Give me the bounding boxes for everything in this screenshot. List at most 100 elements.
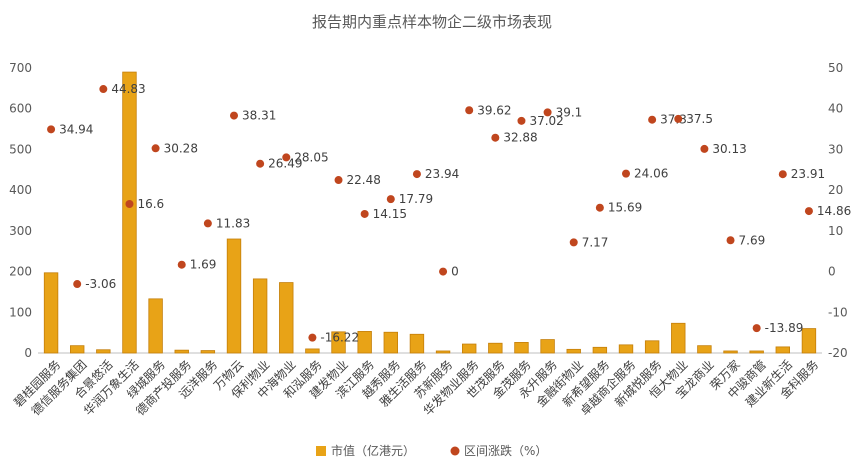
data-label: -16.22 [320,331,359,345]
scatter-point [73,280,82,289]
bar [592,346,608,354]
bar [618,344,634,354]
bar [514,342,529,354]
data-label: 37.5 [686,112,713,126]
data-label: 26.49 [268,157,302,171]
y-right-tick-label: 0 [828,265,836,279]
y-left-tick-label: 0 [24,346,32,360]
data-label: 30.13 [712,142,746,156]
data-label: 23.91 [791,167,825,181]
data-label: 32.88 [503,131,537,145]
data-label: 24.06 [634,167,668,181]
legend-bar-label: 市值（亿港元） [331,443,415,458]
bar [305,348,320,354]
scatter-point [177,260,186,269]
data-label: 37.02 [529,114,563,128]
scatter-point [256,159,265,168]
data-label: -3.06 [85,277,116,291]
bar [174,349,189,354]
data-label: 28.05 [294,150,328,164]
scatter-point [517,116,526,125]
bar [697,345,712,354]
data-label: 44.83 [111,82,145,96]
data-label: 16.6 [137,197,164,211]
scatter-point [569,238,578,247]
scatter-point [230,111,238,120]
chart-title: 报告期内重点样本物企二级市场表现 [312,13,552,31]
y-left-tick-label: 700 [9,61,32,75]
bar [70,345,85,354]
scatter-point [700,144,709,153]
data-label: 23.94 [425,167,459,181]
bar [279,282,294,354]
bar [723,350,738,354]
scatter-point [752,324,761,333]
data-label: 37.3 [660,113,687,127]
y-left-tick-label: 400 [9,183,32,197]
data-label: 7.17 [582,235,609,249]
scatter-point [412,170,421,179]
scatter-point [726,236,735,245]
legend-dot-label: 区间涨跌（%） [464,443,547,458]
scatter-point [543,108,552,117]
scatter-point [778,170,787,179]
bar [540,339,555,354]
scatter-point [203,219,212,228]
scatter-point [648,115,657,124]
category-labels: 碧桂园服务德信服务集团合景悠活华润万象生活绿城服务德商产投服务远洋服务万物云保利… [10,357,821,419]
data-label: 0 [451,265,459,279]
y-left-tick-label: 300 [9,224,32,238]
bar [462,343,477,354]
bar [775,346,790,354]
y-right-tick-label: 30 [828,142,843,156]
bar [801,328,817,354]
data-label: 39.62 [477,103,511,117]
bar [644,340,660,354]
data-label: 39.1 [556,105,583,119]
bar [357,331,372,354]
scatter-point [465,106,474,115]
scatter-point [386,195,395,204]
axes: 0 100 200 300 400 500 600 700 -20 -10 0 10 20 30 40 50 [9,61,848,360]
scatter-point [334,176,343,185]
bar [96,349,111,354]
scatter-point [125,199,134,208]
scatter-point [47,125,56,134]
data-label: 30.28 [164,141,198,155]
bar [43,272,59,354]
y-left-tick-label: 600 [9,102,32,116]
bar [671,322,686,354]
data-label: 1.69 [190,258,217,272]
y-left-tick-label: 500 [9,142,32,156]
bar [226,238,242,354]
y-right-tick-label: -20 [828,346,848,360]
y-right-tick-label: 40 [828,102,843,116]
data-label: 34.94 [59,122,93,136]
scatter-point [804,207,813,216]
bar [566,348,581,354]
data-label: 15.69 [608,201,642,215]
data-label: 7.69 [739,233,766,247]
legend: 市值（亿港元） 区间涨跌（%） [316,443,547,458]
y-right-tick-label: 10 [828,224,843,238]
data-label: 14.86 [817,204,851,218]
bar [252,278,268,354]
scatter-point [439,267,448,276]
bar [749,350,764,354]
data-label: 17.79 [399,192,433,206]
bar [409,333,425,354]
y-right-tick-label: -10 [828,305,848,319]
scatter-point [151,144,160,153]
y-right-tick-label: 50 [828,61,843,75]
y-right-tick-label: 20 [828,183,843,197]
data-label: 38.31 [242,109,276,123]
y-left-tick-label: 200 [9,265,32,279]
scatter-point [360,209,369,218]
bar [435,350,451,354]
scatter-point [308,333,317,342]
scatter-point [99,85,108,94]
bar [331,331,346,354]
scatter-point [622,169,630,178]
legend-bar-swatch [316,446,326,456]
